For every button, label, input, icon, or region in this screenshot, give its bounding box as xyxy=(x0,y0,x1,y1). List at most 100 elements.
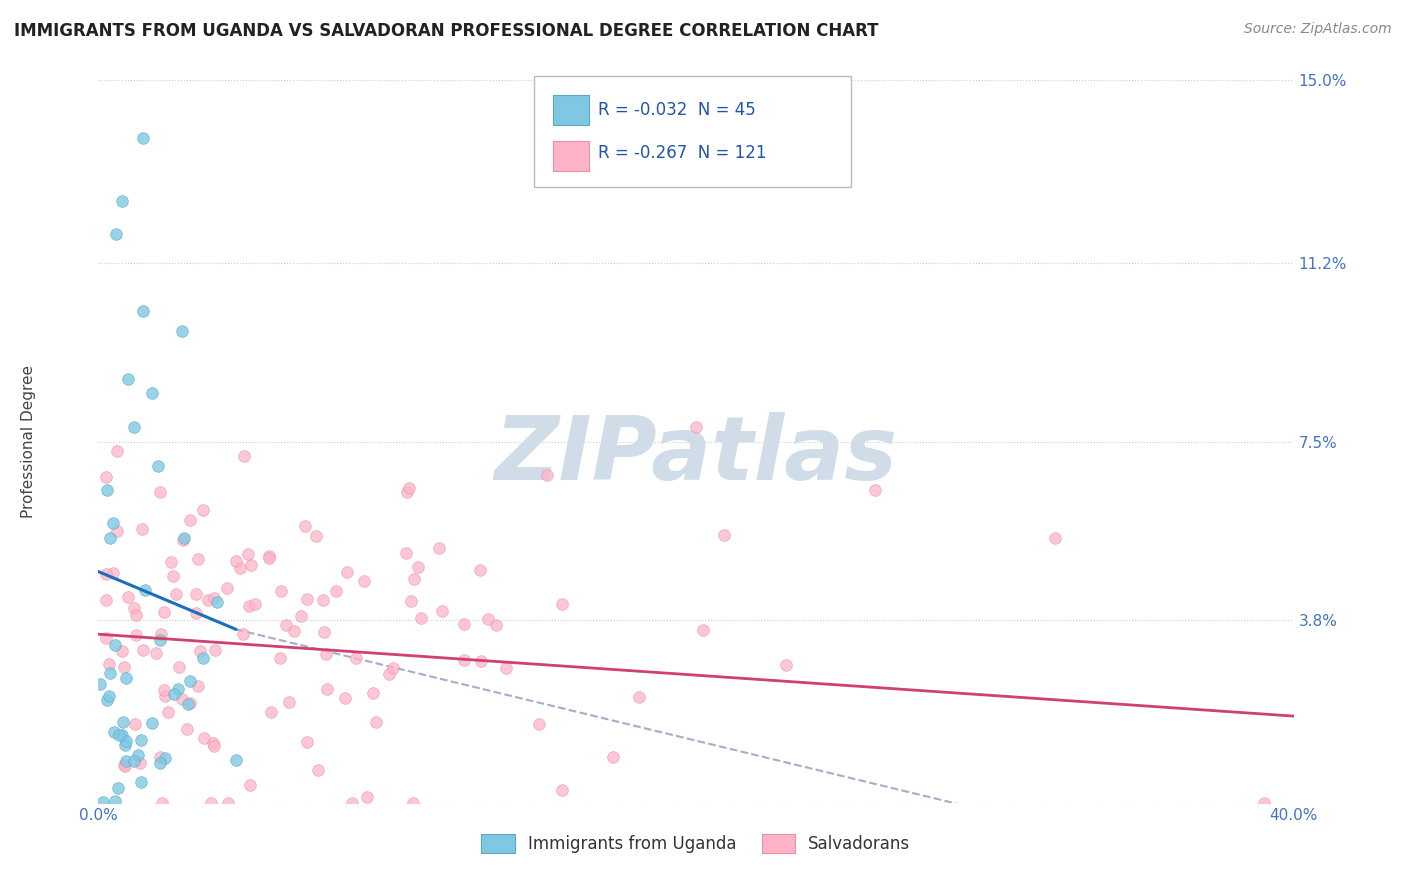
Point xyxy=(97,690,120,704)
Point xyxy=(336,565,359,579)
Point xyxy=(112,715,135,730)
Point xyxy=(453,616,475,631)
Point xyxy=(231,627,253,641)
Point xyxy=(382,661,405,675)
Point xyxy=(315,647,337,661)
Point xyxy=(105,524,128,538)
Point xyxy=(274,617,297,632)
Point xyxy=(132,131,155,145)
Y-axis label: Professional Degree: Professional Degree xyxy=(21,365,37,518)
Point xyxy=(132,642,155,657)
Point xyxy=(470,654,492,668)
Point xyxy=(229,561,252,575)
Point xyxy=(165,587,187,601)
Point xyxy=(202,739,225,753)
Point xyxy=(395,546,418,560)
Point xyxy=(232,449,254,463)
Point xyxy=(294,519,316,533)
Point xyxy=(111,644,134,658)
Point xyxy=(94,631,117,645)
Point xyxy=(207,595,229,609)
Point xyxy=(295,735,318,749)
Point xyxy=(485,618,508,632)
Point xyxy=(101,566,124,580)
Point xyxy=(270,584,292,599)
Point xyxy=(551,783,574,797)
Point xyxy=(149,750,172,764)
Point xyxy=(295,591,318,606)
Text: Source: ZipAtlas.com: Source: ZipAtlas.com xyxy=(1244,22,1392,37)
Point xyxy=(432,604,454,618)
Point xyxy=(152,796,174,810)
Point xyxy=(149,756,172,771)
Point xyxy=(167,681,190,696)
Point xyxy=(179,674,201,689)
Point xyxy=(399,593,422,607)
Point xyxy=(325,583,347,598)
Point xyxy=(193,502,215,516)
Point xyxy=(315,682,337,697)
Point xyxy=(191,651,214,665)
Text: R = -0.267  N = 121: R = -0.267 N = 121 xyxy=(598,145,766,162)
Point xyxy=(238,599,260,614)
Point xyxy=(290,609,312,624)
Point xyxy=(202,736,225,750)
Point xyxy=(200,796,222,810)
Point xyxy=(283,624,305,638)
Point xyxy=(107,780,129,795)
Point xyxy=(187,552,209,566)
Point xyxy=(115,734,138,748)
Point xyxy=(406,559,429,574)
Point xyxy=(104,638,127,652)
Point xyxy=(96,693,118,707)
Point xyxy=(89,677,111,691)
Point xyxy=(125,628,148,642)
Point xyxy=(342,796,364,810)
Point xyxy=(170,692,193,706)
Point xyxy=(187,679,209,693)
Point xyxy=(202,591,225,606)
Point xyxy=(114,754,136,768)
Text: IMMIGRANTS FROM UGANDA VS SALVADORAN PROFESSIONAL DEGREE CORRELATION CHART: IMMIGRANTS FROM UGANDA VS SALVADORAN PRO… xyxy=(14,22,879,40)
Point xyxy=(103,516,125,531)
Point xyxy=(1043,531,1066,545)
Point xyxy=(111,194,134,208)
Point xyxy=(551,597,574,611)
Point xyxy=(536,468,558,483)
Point xyxy=(103,724,125,739)
Point xyxy=(257,551,280,566)
Point xyxy=(98,531,122,545)
Legend: Immigrants from Uganda, Salvadorans: Immigrants from Uganda, Salvadorans xyxy=(475,827,917,860)
Point xyxy=(197,593,219,607)
Point xyxy=(402,573,425,587)
Point xyxy=(225,753,247,767)
Point xyxy=(215,581,238,595)
Point xyxy=(96,567,118,582)
Point xyxy=(179,513,201,527)
Point xyxy=(167,660,190,674)
Point xyxy=(129,775,152,789)
Point xyxy=(240,558,263,573)
Point xyxy=(124,420,146,434)
Point xyxy=(361,686,384,700)
Point xyxy=(105,227,128,242)
Point xyxy=(269,651,291,665)
Point xyxy=(152,683,174,698)
Point xyxy=(122,600,145,615)
Point xyxy=(204,643,226,657)
Point xyxy=(453,653,475,667)
Point xyxy=(94,470,117,484)
Point xyxy=(243,597,266,611)
Point xyxy=(105,444,128,458)
Point xyxy=(176,722,198,736)
Point xyxy=(305,529,328,543)
Point xyxy=(149,633,172,648)
Point xyxy=(184,587,207,601)
Point xyxy=(145,646,167,660)
Point xyxy=(159,555,181,569)
Point xyxy=(353,574,375,589)
Point xyxy=(97,657,120,672)
Point xyxy=(124,717,146,731)
Point xyxy=(172,533,194,547)
Point xyxy=(115,671,138,685)
